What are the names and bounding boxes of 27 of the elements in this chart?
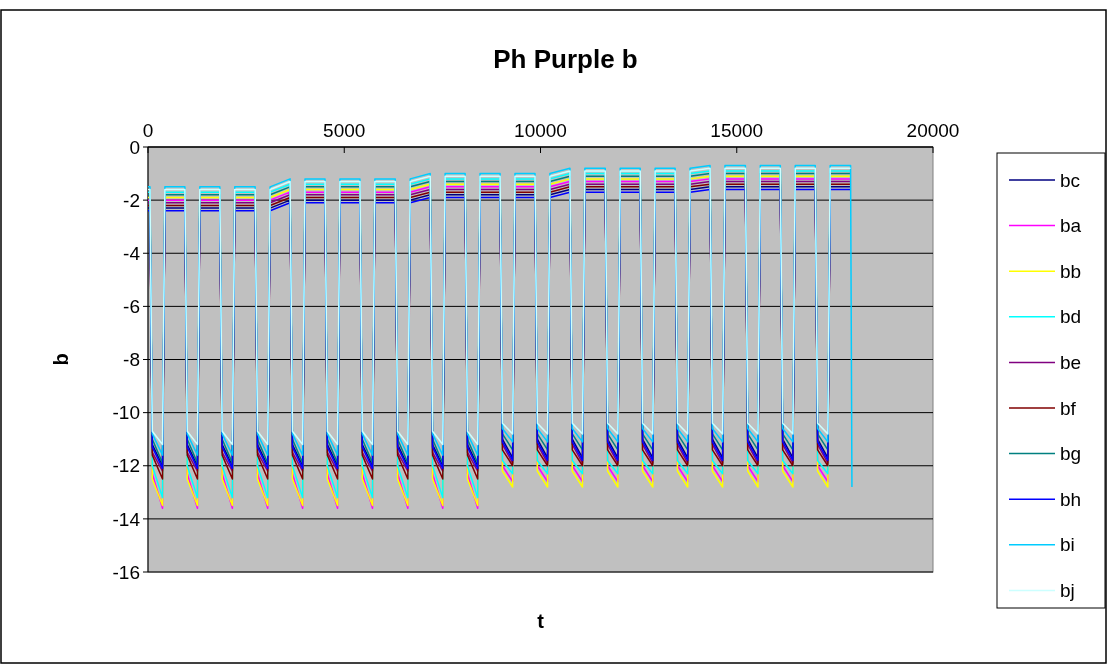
- legend-label: ba: [1060, 215, 1082, 237]
- x-tick-label: 0: [142, 120, 154, 141]
- legend-label: bh: [1060, 488, 1082, 510]
- y-tick-label: -8: [123, 349, 140, 371]
- y-tick-label: -16: [112, 561, 140, 583]
- x-tick-label: 15000: [710, 120, 764, 141]
- y-tick-label: -4: [123, 242, 141, 264]
- y-tick-label: 0: [129, 136, 140, 158]
- y-tick-label: -12: [112, 455, 140, 477]
- legend-label: bb: [1060, 260, 1082, 282]
- legend-label: bf: [1060, 397, 1077, 419]
- x-axis-title: t: [537, 610, 545, 632]
- y-tick-label: -10: [112, 402, 140, 424]
- legend-label: bj: [1060, 580, 1075, 602]
- legend-label: bd: [1060, 306, 1082, 328]
- legend-label: bc: [1060, 169, 1081, 191]
- y-axis-title: b: [50, 353, 72, 366]
- y-tick-label: -14: [112, 508, 141, 530]
- y-tick-label: -2: [123, 189, 140, 211]
- legend-label: bg: [1060, 443, 1082, 465]
- legend-label: bi: [1060, 534, 1075, 556]
- chart-title: Ph Purple b: [493, 44, 638, 74]
- y-tick-label: -6: [123, 296, 140, 318]
- x-tick-label: 5000: [323, 120, 366, 141]
- x-tick-label: 20000: [906, 120, 960, 141]
- x-tick-label: 10000: [514, 120, 567, 141]
- legend-label: be: [1060, 352, 1082, 374]
